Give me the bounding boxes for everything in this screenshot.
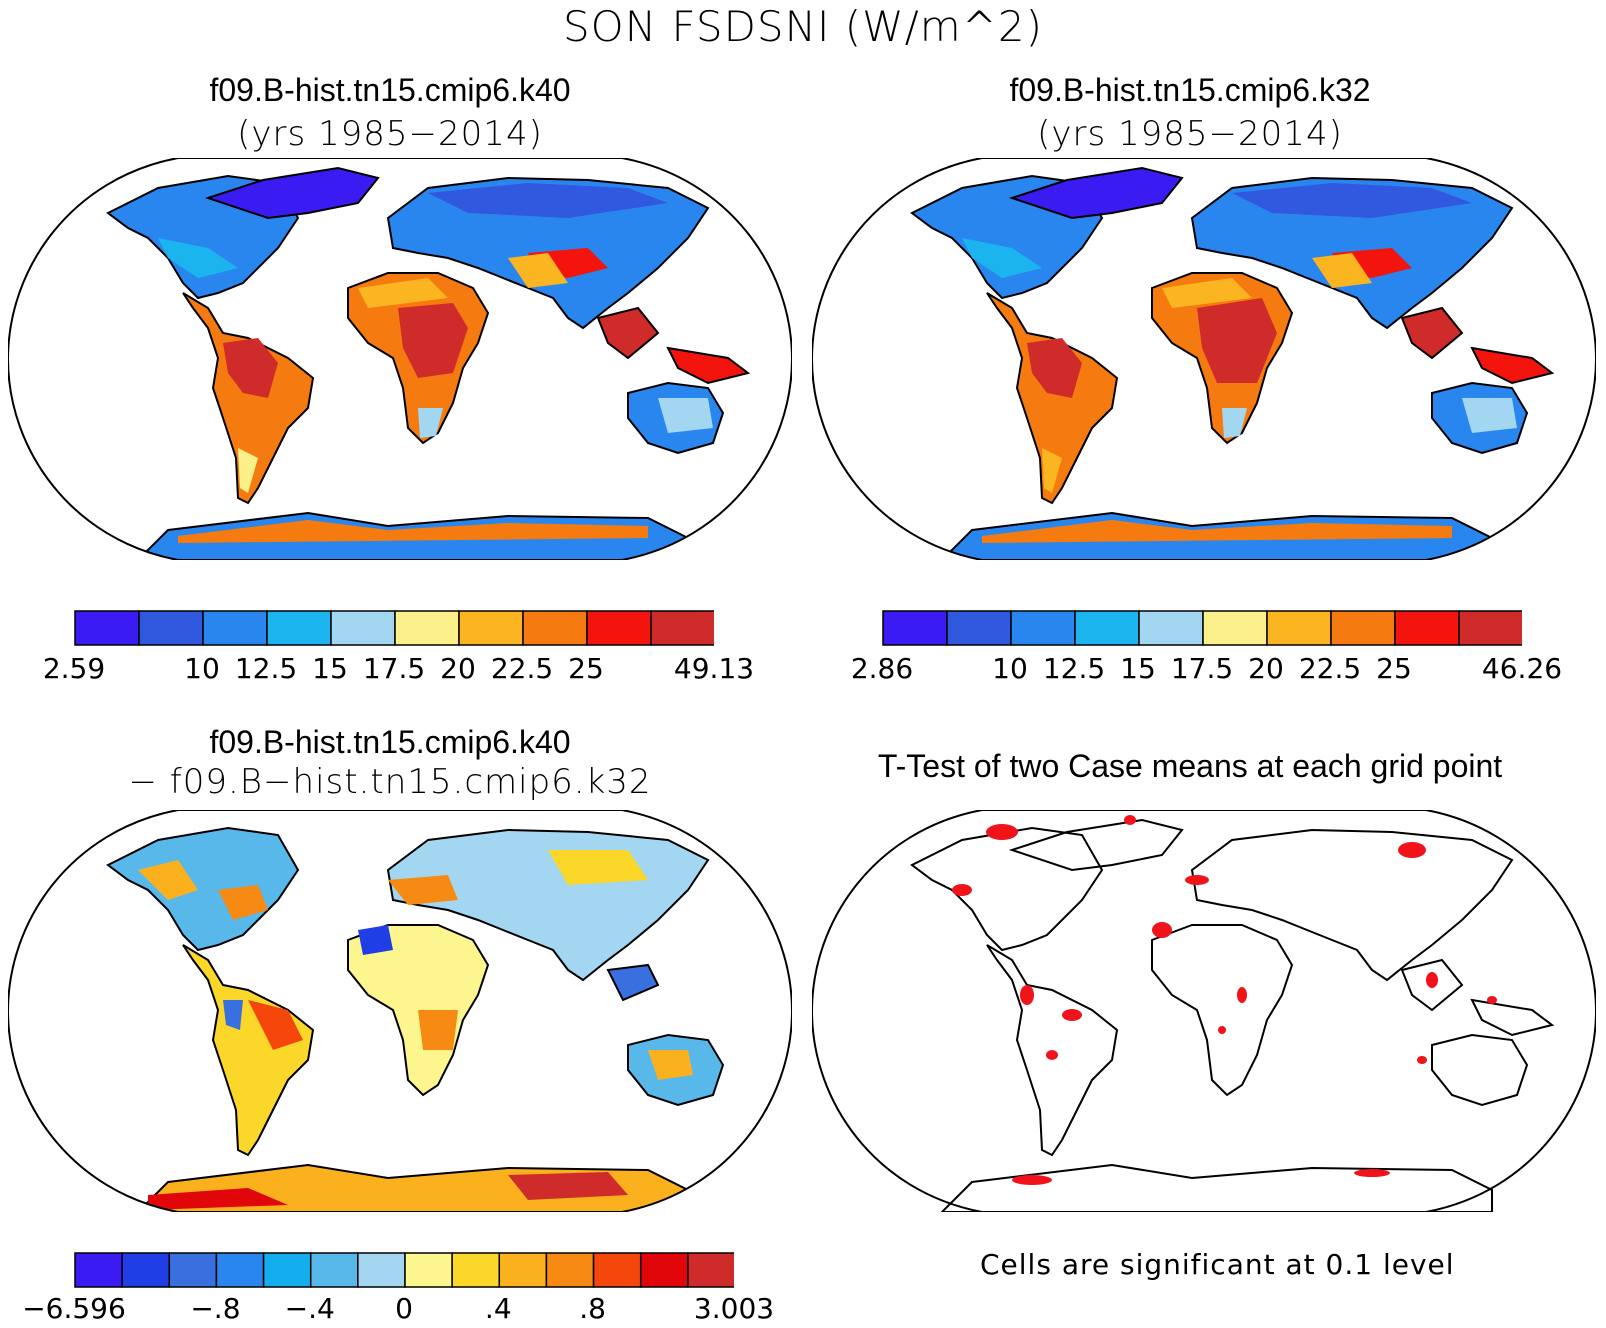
colorbar-label-k32-4: 17.5 bbox=[1170, 652, 1234, 685]
south-america bbox=[182, 292, 315, 505]
colorbar-label-diff-4: .4 bbox=[484, 1292, 512, 1325]
panel-subtitle-years-k40: (yrs 1985−2014) bbox=[237, 114, 543, 154]
colorbar-swatch-diff-3 bbox=[215, 1252, 265, 1288]
colorbar-swatch-diff-7 bbox=[404, 1252, 453, 1288]
colorbar-label-k40-6: 22.5 bbox=[490, 652, 554, 685]
colorbar-swatch-k32-3 bbox=[1074, 610, 1140, 646]
colorbar-label-k32-3: 15 bbox=[1120, 652, 1156, 685]
significance-note: Cells are significant at 0.1 level bbox=[980, 1248, 1455, 1281]
panel-title-difference: f09.B-hist.tn15.cmip6.k40 bbox=[209, 724, 571, 760]
map-difference bbox=[8, 810, 792, 1212]
colorbar-swatch-k32-0 bbox=[882, 610, 948, 646]
colorbar-label-k40-8: 49.13 bbox=[673, 652, 755, 685]
colorbar-swatch-k32-1 bbox=[946, 610, 1012, 646]
colorbar-k40 bbox=[74, 610, 714, 646]
colorbar-swatch-diff-5 bbox=[309, 1252, 359, 1288]
colorbar-swatch-diff-0 bbox=[74, 1252, 123, 1288]
panel-title-ttest: T-Test of two Case means at each grid po… bbox=[877, 748, 1503, 784]
colorbar-swatch-diff-4 bbox=[262, 1252, 312, 1288]
colorbar-swatch-k40-2 bbox=[202, 610, 268, 646]
colorbar-swatch-k32-5 bbox=[1202, 610, 1268, 646]
colorbar-swatch-diff-6 bbox=[357, 1252, 406, 1288]
colorbar-swatch-k32-7 bbox=[1330, 610, 1396, 646]
colorbar-swatch-diff-13 bbox=[687, 1252, 734, 1288]
colorbar-swatch-k40-0 bbox=[74, 610, 140, 646]
colorbar-label-k32-1: 10 bbox=[992, 652, 1028, 685]
colorbar-swatch-diff-2 bbox=[168, 1252, 218, 1288]
colorbar-label-k32-0: 2.86 bbox=[850, 652, 914, 685]
colorbar-swatch-diff-10 bbox=[545, 1252, 595, 1288]
colorbar-label-diff-3: 0 bbox=[395, 1292, 413, 1325]
colorbar-swatch-k32-2 bbox=[1010, 610, 1076, 646]
map-ttest bbox=[812, 810, 1596, 1212]
colorbar-label-k40-5: 20 bbox=[440, 652, 476, 685]
colorbar-label-k40-4: 17.5 bbox=[362, 652, 426, 685]
colorbar-label-diff-6: 3.003 bbox=[693, 1292, 775, 1325]
panel-title-k40: f09.B-hist.tn15.cmip6.k40 bbox=[209, 72, 571, 108]
colorbar-labels-k32: 2.86 10 12.5 15 17.5 20 22.5 25 46.26 bbox=[851, 652, 1562, 688]
colorbar-swatch-k40-4 bbox=[330, 610, 396, 646]
colorbar-label-k32-8: 46.26 bbox=[1481, 652, 1563, 685]
colorbar-label-diff-5: .8 bbox=[579, 1292, 606, 1325]
colorbar-label-k40-3: 15 bbox=[312, 652, 348, 685]
panel-title-k32: f09.B-hist.tn15.cmip6.k32 bbox=[1009, 72, 1371, 108]
colorbar-swatch-k40-3 bbox=[266, 610, 332, 646]
colorbar-swatch-k40-5 bbox=[394, 610, 460, 646]
colorbar-swatch-k32-8 bbox=[1394, 610, 1460, 646]
colorbar-swatch-k40-8 bbox=[586, 610, 652, 646]
colorbar-swatch-diff-8 bbox=[451, 1252, 501, 1288]
colorbar-labels-k40: 2.59 10 12.5 15 17.5 20 22.5 25 49.13 bbox=[43, 652, 754, 688]
colorbar-label-diff-2: −.4 bbox=[284, 1292, 335, 1325]
colorbar-label-k40-1: 10 bbox=[184, 652, 220, 685]
colorbar-label-k32-2: 12.5 bbox=[1042, 652, 1106, 685]
colorbar-label-k32-5: 20 bbox=[1248, 652, 1284, 685]
colorbar-swatch-k40-9 bbox=[650, 610, 714, 646]
colorbar-labels-difference: −6.596 −.8 −.4 0 .4 .8 3.003 bbox=[22, 1292, 774, 1328]
colorbar-swatch-k32-6 bbox=[1266, 610, 1332, 646]
panel-subtitle-difference: − f09.B−hist.tn15.cmip6.k32 bbox=[128, 762, 652, 802]
colorbar-swatch-k32-4 bbox=[1138, 610, 1204, 646]
colorbar-swatch-k40-1 bbox=[138, 610, 204, 646]
colorbar-swatch-diff-12 bbox=[639, 1252, 689, 1288]
panel-subtitle-years-k32: (yrs 1985−2014) bbox=[1037, 114, 1343, 154]
colorbar-difference bbox=[74, 1252, 734, 1288]
colorbar-swatch-diff-11 bbox=[592, 1252, 642, 1288]
figure-title: SON FSDSNI (W/m^2) bbox=[563, 2, 1043, 51]
colorbar-swatch-diff-1 bbox=[121, 1252, 171, 1288]
colorbar-label-k40-0: 2.59 bbox=[42, 652, 106, 685]
colorbar-label-k40-7: 25 bbox=[568, 652, 604, 685]
colorbar-label-diff-0: −6.596 bbox=[22, 1292, 126, 1325]
colorbar-swatch-k32-9 bbox=[1458, 610, 1522, 646]
colorbar-label-k40-2: 12.5 bbox=[234, 652, 298, 685]
colorbar-label-k32-6: 22.5 bbox=[1298, 652, 1362, 685]
colorbar-swatch-diff-9 bbox=[498, 1252, 548, 1288]
colorbar-label-diff-1: −.8 bbox=[190, 1292, 241, 1325]
colorbar-label-k32-7: 25 bbox=[1376, 652, 1412, 685]
significant-cells bbox=[952, 815, 1497, 1185]
map-k32 bbox=[812, 158, 1596, 560]
colorbar-swatch-k40-6 bbox=[458, 610, 524, 646]
map-k40 bbox=[8, 158, 792, 560]
colorbar-k32 bbox=[882, 610, 1522, 646]
colorbar-swatch-k40-7 bbox=[522, 610, 588, 646]
